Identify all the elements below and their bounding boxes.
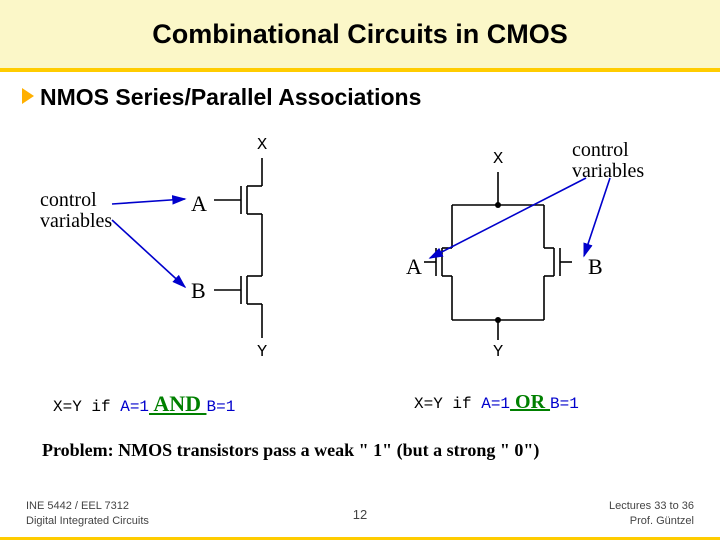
circuit-diagram [0,0,720,540]
footer-right: Lectures 33 to 36 Prof. Güntzel [609,499,694,528]
slide: Combinational Circuits in CMOS NMOS Seri… [0,0,720,540]
